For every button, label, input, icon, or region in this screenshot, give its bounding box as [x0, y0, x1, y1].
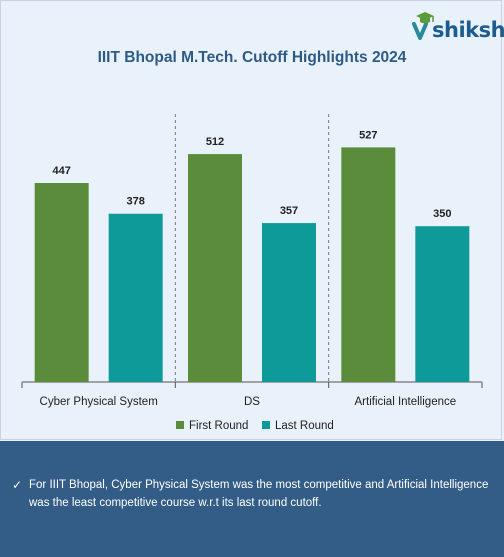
legend-swatch — [176, 421, 184, 429]
chart-title: IIIT Bhopal M.Tech. Cutoff Highlights 20… — [97, 49, 407, 66]
legend-label: Last Round — [275, 420, 334, 432]
summary-note: ✓ For IIIT Bhopal, Cyber Physical System… — [12, 476, 492, 512]
legend-label: First Round — [189, 420, 248, 432]
graduation-cap-icon — [412, 12, 434, 40]
bar-first-round — [34, 183, 89, 382]
legend-swatch — [262, 421, 270, 429]
data-label: 447 — [52, 165, 70, 177]
bar-last-round — [262, 223, 316, 382]
bar-first-round — [188, 154, 242, 382]
check-icon: ✓ — [12, 478, 23, 492]
bar-last-round — [108, 213, 163, 382]
bar-last-round — [415, 226, 470, 382]
bar-chart: 447 378 Cyber Physical System 512 357 DS 527 35… — [21, 114, 483, 432]
category-label: Cyber Physical System — [40, 396, 158, 408]
brand-name: shiksha — [432, 18, 504, 42]
bar-first-round — [341, 147, 396, 382]
summary-text: For IIIT Bhopal, Cyber Physical System w… — [29, 479, 489, 509]
summary-panel: ✓ For IIIT Bhopal, Cyber Physical System… — [0, 441, 504, 557]
shiksha-logo[interactable]: shiksha — [410, 8, 504, 42]
data-label: 357 — [280, 205, 298, 217]
data-label: 527 — [359, 129, 377, 141]
category-label: Artificial Intelligence — [355, 396, 457, 408]
data-label: 512 — [206, 136, 224, 148]
data-label: 378 — [126, 196, 144, 208]
category-label: DS — [244, 396, 260, 408]
data-label: 350 — [433, 208, 451, 220]
